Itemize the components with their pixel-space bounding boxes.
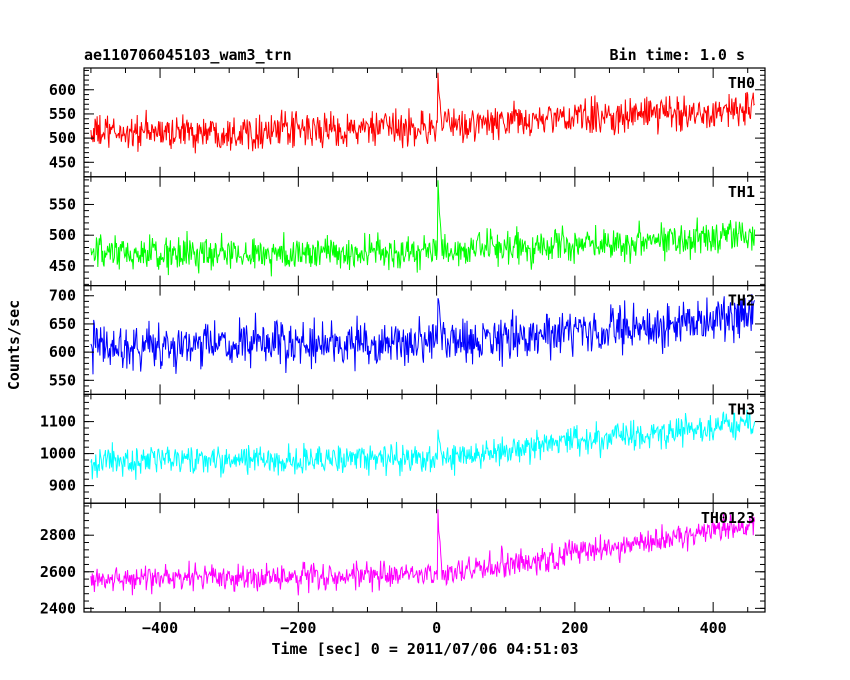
y-tick-label: 500	[49, 129, 76, 147]
x-tick-label: −400	[142, 619, 178, 637]
panel-th3: 900 1000 1100 TH3	[40, 393, 766, 504]
x-tick-label: 400	[700, 619, 727, 637]
panel-th1: 450 500 550 TH1	[49, 176, 766, 287]
y-tick-label: 650	[49, 315, 76, 333]
y-tick-label: 550	[49, 195, 76, 213]
y-tick-label: 450	[49, 153, 76, 171]
y-tick-label: 600	[49, 81, 76, 99]
y-tick-label: 1000	[40, 445, 76, 463]
x-axis: −400 −200 0 200 400	[142, 619, 727, 637]
y-tick-label: 2800	[40, 526, 76, 544]
y-axis-label: Counts/sec	[5, 300, 23, 390]
y-tick-label: 1100	[40, 413, 76, 431]
panel-frame	[83, 176, 766, 287]
y-tick-label: 2600	[40, 563, 76, 581]
panel-label-th2: TH2	[728, 292, 755, 310]
y-tick-label: 900	[49, 477, 76, 495]
panel-th0: 450 500 550 600 TH0	[49, 67, 766, 178]
y-tick-label: 2400	[40, 599, 76, 617]
y-tick-label: 450	[49, 257, 76, 275]
panel-frame	[83, 502, 766, 613]
panel-label-th3: TH3	[728, 400, 755, 418]
y-tick-label: 500	[49, 226, 76, 244]
y-tick-label: 700	[49, 287, 76, 305]
panel-label-th0123: TH0123	[701, 509, 755, 527]
panel-label-th0: TH0	[728, 74, 755, 92]
series-line-th0	[90, 72, 756, 154]
series-line-th3	[90, 409, 756, 480]
panel-th0123: 2400 2600 2800 TH0123	[40, 502, 766, 617]
x-tick-label: 0	[432, 619, 441, 637]
bin-time-label: Bin time: 1.0 s	[610, 46, 745, 64]
y-tick-label: 600	[49, 343, 76, 361]
series-line-th1	[90, 180, 756, 277]
y-tick-label: 550	[49, 371, 76, 389]
panel-th2: 550 600 650 700 TH2	[49, 285, 766, 396]
x-axis-label: Time [sec] 0 = 2011/07/06 04:51:03	[271, 640, 578, 658]
panel-frame	[83, 393, 766, 504]
x-tick-label: 200	[561, 619, 588, 637]
panel-label-th1: TH1	[728, 183, 755, 201]
series-line-th2	[90, 294, 756, 375]
plot-title: ae110706045103_wam3_trn	[84, 46, 292, 64]
series-line-th0123	[90, 509, 756, 596]
x-tick-label: −200	[280, 619, 316, 637]
panels: 450 500 550 600 TH0 450 500 550 TH1 550 600 650 700 T…	[40, 67, 766, 617]
y-tick-label: 550	[49, 105, 76, 123]
